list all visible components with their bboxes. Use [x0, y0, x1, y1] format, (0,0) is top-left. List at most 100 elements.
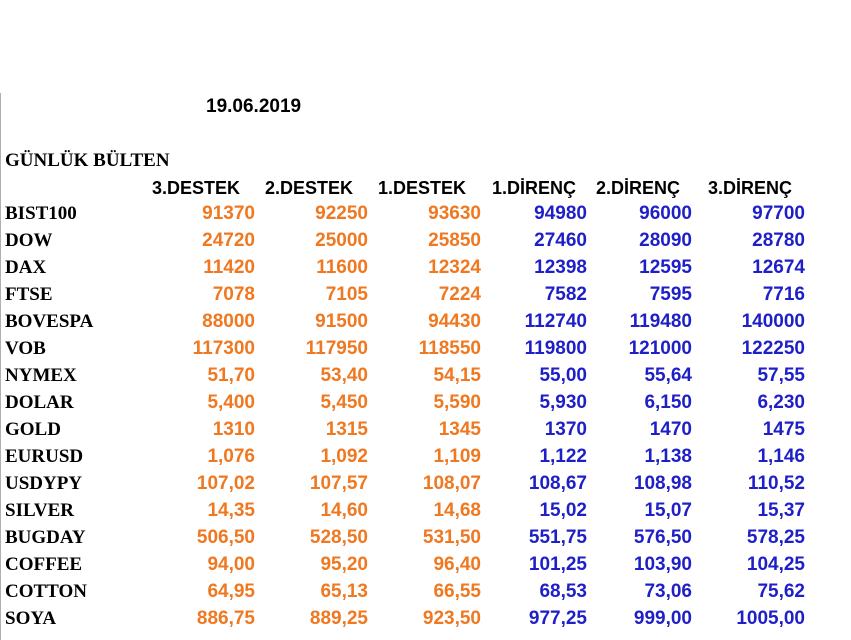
resistance-value: 1470 [649, 419, 692, 440]
support-value: 51,70 [207, 365, 255, 386]
support-value: 95,20 [320, 554, 368, 575]
support-value: 107,02 [196, 473, 255, 494]
resistance-value: 1,146 [757, 446, 805, 467]
support-value: 25000 [315, 230, 368, 251]
resistance-value: 27460 [534, 230, 587, 251]
resistance-value: 104,25 [746, 554, 805, 575]
resistance-value: 140000 [741, 311, 805, 332]
support-value: 65,13 [320, 581, 368, 602]
column-header: 1.DESTEK [378, 178, 467, 198]
support-value: 25850 [428, 230, 481, 251]
resistance-value: 121000 [628, 338, 692, 359]
instrument-name: BIST100 [5, 203, 77, 224]
column-header: 2.DİRENÇ [596, 178, 681, 198]
left-border-line [0, 93, 1, 640]
resistance-value: 15,37 [757, 500, 805, 521]
instrument-name: DAX [5, 257, 47, 278]
support-value: 1315 [325, 419, 368, 440]
support-value: 107,57 [309, 473, 368, 494]
table-row: BUGDAY 506,50 528,50 531,50 551,75 576,50 578,… [0, 527, 851, 554]
resistance-value: 977,25 [528, 608, 587, 629]
resistance-value: 75,62 [757, 581, 805, 602]
resistance-value: 1,138 [644, 446, 692, 467]
resistance-value: 55,64 [644, 365, 692, 386]
table-row: DAX 11420 11600 12324 12398 12595 12674 [0, 257, 851, 284]
instrument-name: BUGDAY [5, 527, 86, 548]
support-value: 14,60 [320, 500, 368, 521]
resistance-value: 101,25 [528, 554, 587, 575]
support-value: 54,15 [433, 365, 481, 386]
resistance-value: 12398 [534, 257, 587, 278]
bulletin-date: 19.06.2019 [206, 96, 302, 117]
resistance-value: 6,230 [757, 392, 805, 413]
resistance-value: 551,75 [528, 527, 587, 548]
resistance-value: 28780 [752, 230, 805, 251]
support-value: 7078 [212, 284, 255, 305]
resistance-value: 7716 [762, 284, 805, 305]
support-value: 1310 [212, 419, 255, 440]
resistance-value: 103,90 [633, 554, 692, 575]
support-value: 117300 [192, 338, 255, 359]
support-value: 886,75 [196, 608, 255, 629]
resistance-value: 110,52 [747, 473, 805, 494]
table-row: BIST100 91370 92250 93630 94980 96000 97700 [0, 203, 851, 230]
resistance-value: 7595 [649, 284, 692, 305]
resistance-value: 68,53 [539, 581, 587, 602]
support-value: 96,40 [433, 554, 481, 575]
resistance-value: 112740 [524, 311, 587, 332]
support-value: 7105 [325, 284, 368, 305]
support-value: 108,07 [422, 473, 481, 494]
column-header: 3.DİRENÇ [708, 178, 793, 198]
table-row: SOYA 886,75 889,25 923,50 977,25 999,00 1005,0… [0, 608, 851, 635]
instrument-name: BOVESPA [5, 311, 94, 332]
table-row: BOVESPA 88000 91500 94430 112740 119480 140000 [0, 311, 851, 338]
support-value: 5,400 [207, 392, 255, 413]
support-value: 528,50 [309, 527, 368, 548]
instrument-name: VOB [5, 338, 46, 359]
resistance-value: 108,98 [633, 473, 692, 494]
instrument-name: SILVER [5, 500, 75, 521]
support-value: 923,50 [422, 608, 481, 629]
column-header: 1.DİRENÇ [492, 178, 577, 198]
resistance-value: 55,00 [539, 365, 587, 386]
resistance-value: 119480 [629, 311, 692, 332]
support-value: 531,50 [422, 527, 481, 548]
resistance-value: 94980 [534, 203, 587, 224]
instrument-name: EURUSD [5, 446, 84, 467]
support-value: 5,590 [433, 392, 481, 413]
table-row: VOB 117300 117950 118550 119800 121000 122250 [0, 338, 851, 365]
resistance-value: 122250 [741, 338, 805, 359]
table-row: SILVER 14,35 14,60 14,68 15,02 15,07 15,37 [0, 500, 851, 527]
resistance-value: 12595 [639, 257, 692, 278]
instrument-name: NYMEX [5, 365, 77, 386]
support-value: 1,092 [320, 446, 368, 467]
support-value: 889,25 [309, 608, 368, 629]
resistance-value: 1370 [544, 419, 587, 440]
bulletin-title: GÜNLÜK BÜLTEN [5, 150, 170, 171]
support-value: 14,35 [207, 500, 255, 521]
instrument-name: SOYA [5, 608, 57, 629]
support-value: 66,55 [433, 581, 481, 602]
instrument-name: DOLAR [5, 392, 74, 413]
resistance-value: 5,930 [539, 392, 587, 413]
table-row: NYMEX 51,70 53,40 54,15 55,00 55,64 57,55 [0, 365, 851, 392]
resistance-value: 96000 [639, 203, 692, 224]
resistance-value: 73,06 [644, 581, 692, 602]
column-header: 2.DESTEK [265, 178, 354, 198]
resistance-value: 57,55 [757, 365, 805, 386]
resistance-value: 15,02 [539, 500, 587, 521]
support-value: 88000 [202, 311, 255, 332]
resistance-value: 28090 [639, 230, 692, 251]
resistance-value: 1,122 [539, 446, 587, 467]
resistance-value: 108,67 [528, 473, 587, 494]
support-value: 506,50 [196, 527, 255, 548]
resistance-value: 576,50 [633, 527, 692, 548]
support-value: 91370 [202, 203, 255, 224]
support-value: 1345 [438, 419, 481, 440]
support-value: 1,076 [207, 446, 255, 467]
support-value: 11420 [203, 257, 255, 278]
support-value: 11600 [316, 257, 368, 278]
instrument-name: USDYPY [5, 473, 83, 494]
instrument-name: DOW [5, 230, 53, 251]
table-row: DOLAR 5,400 5,450 5,590 5,930 6,150 6,230 [0, 392, 851, 419]
